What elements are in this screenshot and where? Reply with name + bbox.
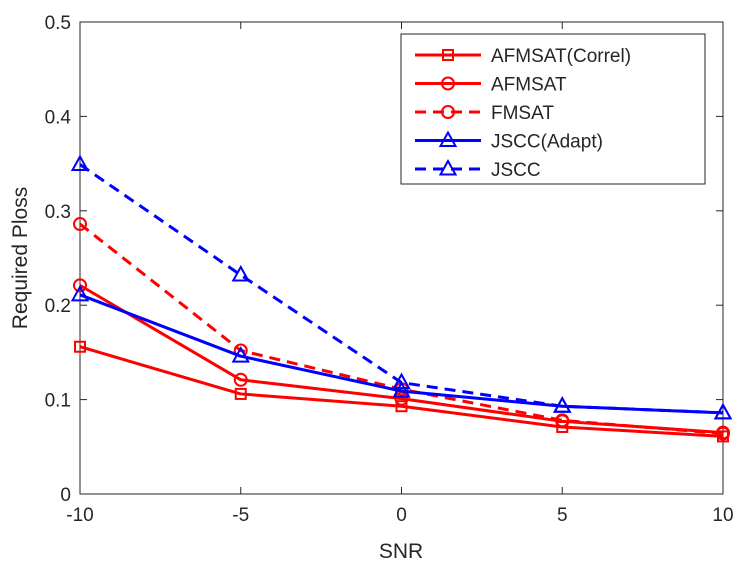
y-axis-label: Required Ploss xyxy=(9,187,32,329)
series-line xyxy=(79,284,724,435)
x-tick-label: -10 xyxy=(66,505,93,526)
legend-entry: FMSAT xyxy=(415,103,554,124)
data-point xyxy=(395,400,408,413)
legend: AFMSAT(Correl) AFMSAT FMSAT JSCC(Adapt) JSCC xyxy=(400,33,706,185)
data-point xyxy=(70,154,90,172)
x-tick-label: 10 xyxy=(712,505,733,526)
x-tick-label: 5 xyxy=(557,505,568,526)
data-point xyxy=(73,278,87,293)
data-point xyxy=(394,391,409,406)
data-point xyxy=(74,340,86,353)
legend-label: FMSAT xyxy=(491,103,554,124)
legend-entry: JSCC(Adapt) xyxy=(415,130,603,153)
data-point xyxy=(233,372,248,387)
legend-marker xyxy=(438,158,458,176)
y-tick-label: 0.1 xyxy=(45,391,71,412)
legend-entry: AFMSAT(Correl) xyxy=(415,46,631,67)
series-line xyxy=(79,163,724,415)
data-point xyxy=(231,346,250,363)
x-tick-label: -5 xyxy=(232,505,249,526)
y-tick-label: 0.3 xyxy=(45,202,71,223)
data-point xyxy=(713,402,733,420)
y-tick-label: 0.5 xyxy=(45,13,71,34)
legend-marker xyxy=(441,105,455,119)
legend-label: JSCC xyxy=(491,160,541,181)
data-point xyxy=(231,264,250,282)
x-tick-label: 0 xyxy=(396,505,407,526)
legend-label: JSCC(Adapt) xyxy=(491,132,603,153)
legend-marker xyxy=(438,130,458,147)
data-point xyxy=(553,396,572,413)
legend-label: AFMSAT(Correl) xyxy=(491,46,631,67)
data-point xyxy=(70,284,90,302)
data-point xyxy=(716,426,730,441)
data-point xyxy=(392,372,411,390)
data-point xyxy=(73,217,87,232)
series-line xyxy=(79,222,724,436)
legend-marker xyxy=(442,49,454,61)
y-tick-label: 0.4 xyxy=(45,107,72,128)
series-layer xyxy=(70,154,733,443)
data-point xyxy=(234,387,247,400)
series-JSCC xyxy=(70,154,733,420)
legend-label: AFMSAT xyxy=(491,75,567,96)
data-point xyxy=(555,413,570,428)
y-tick-label: 0 xyxy=(60,485,71,506)
legend-entry: AFMSAT xyxy=(415,75,567,96)
legend-marker xyxy=(441,76,455,91)
x-axis-label: SNR xyxy=(379,540,423,563)
legend-entry: JSCC xyxy=(415,158,541,181)
data-point xyxy=(392,381,411,398)
y-tick-label: 0.2 xyxy=(45,296,71,317)
series-line xyxy=(79,345,724,438)
